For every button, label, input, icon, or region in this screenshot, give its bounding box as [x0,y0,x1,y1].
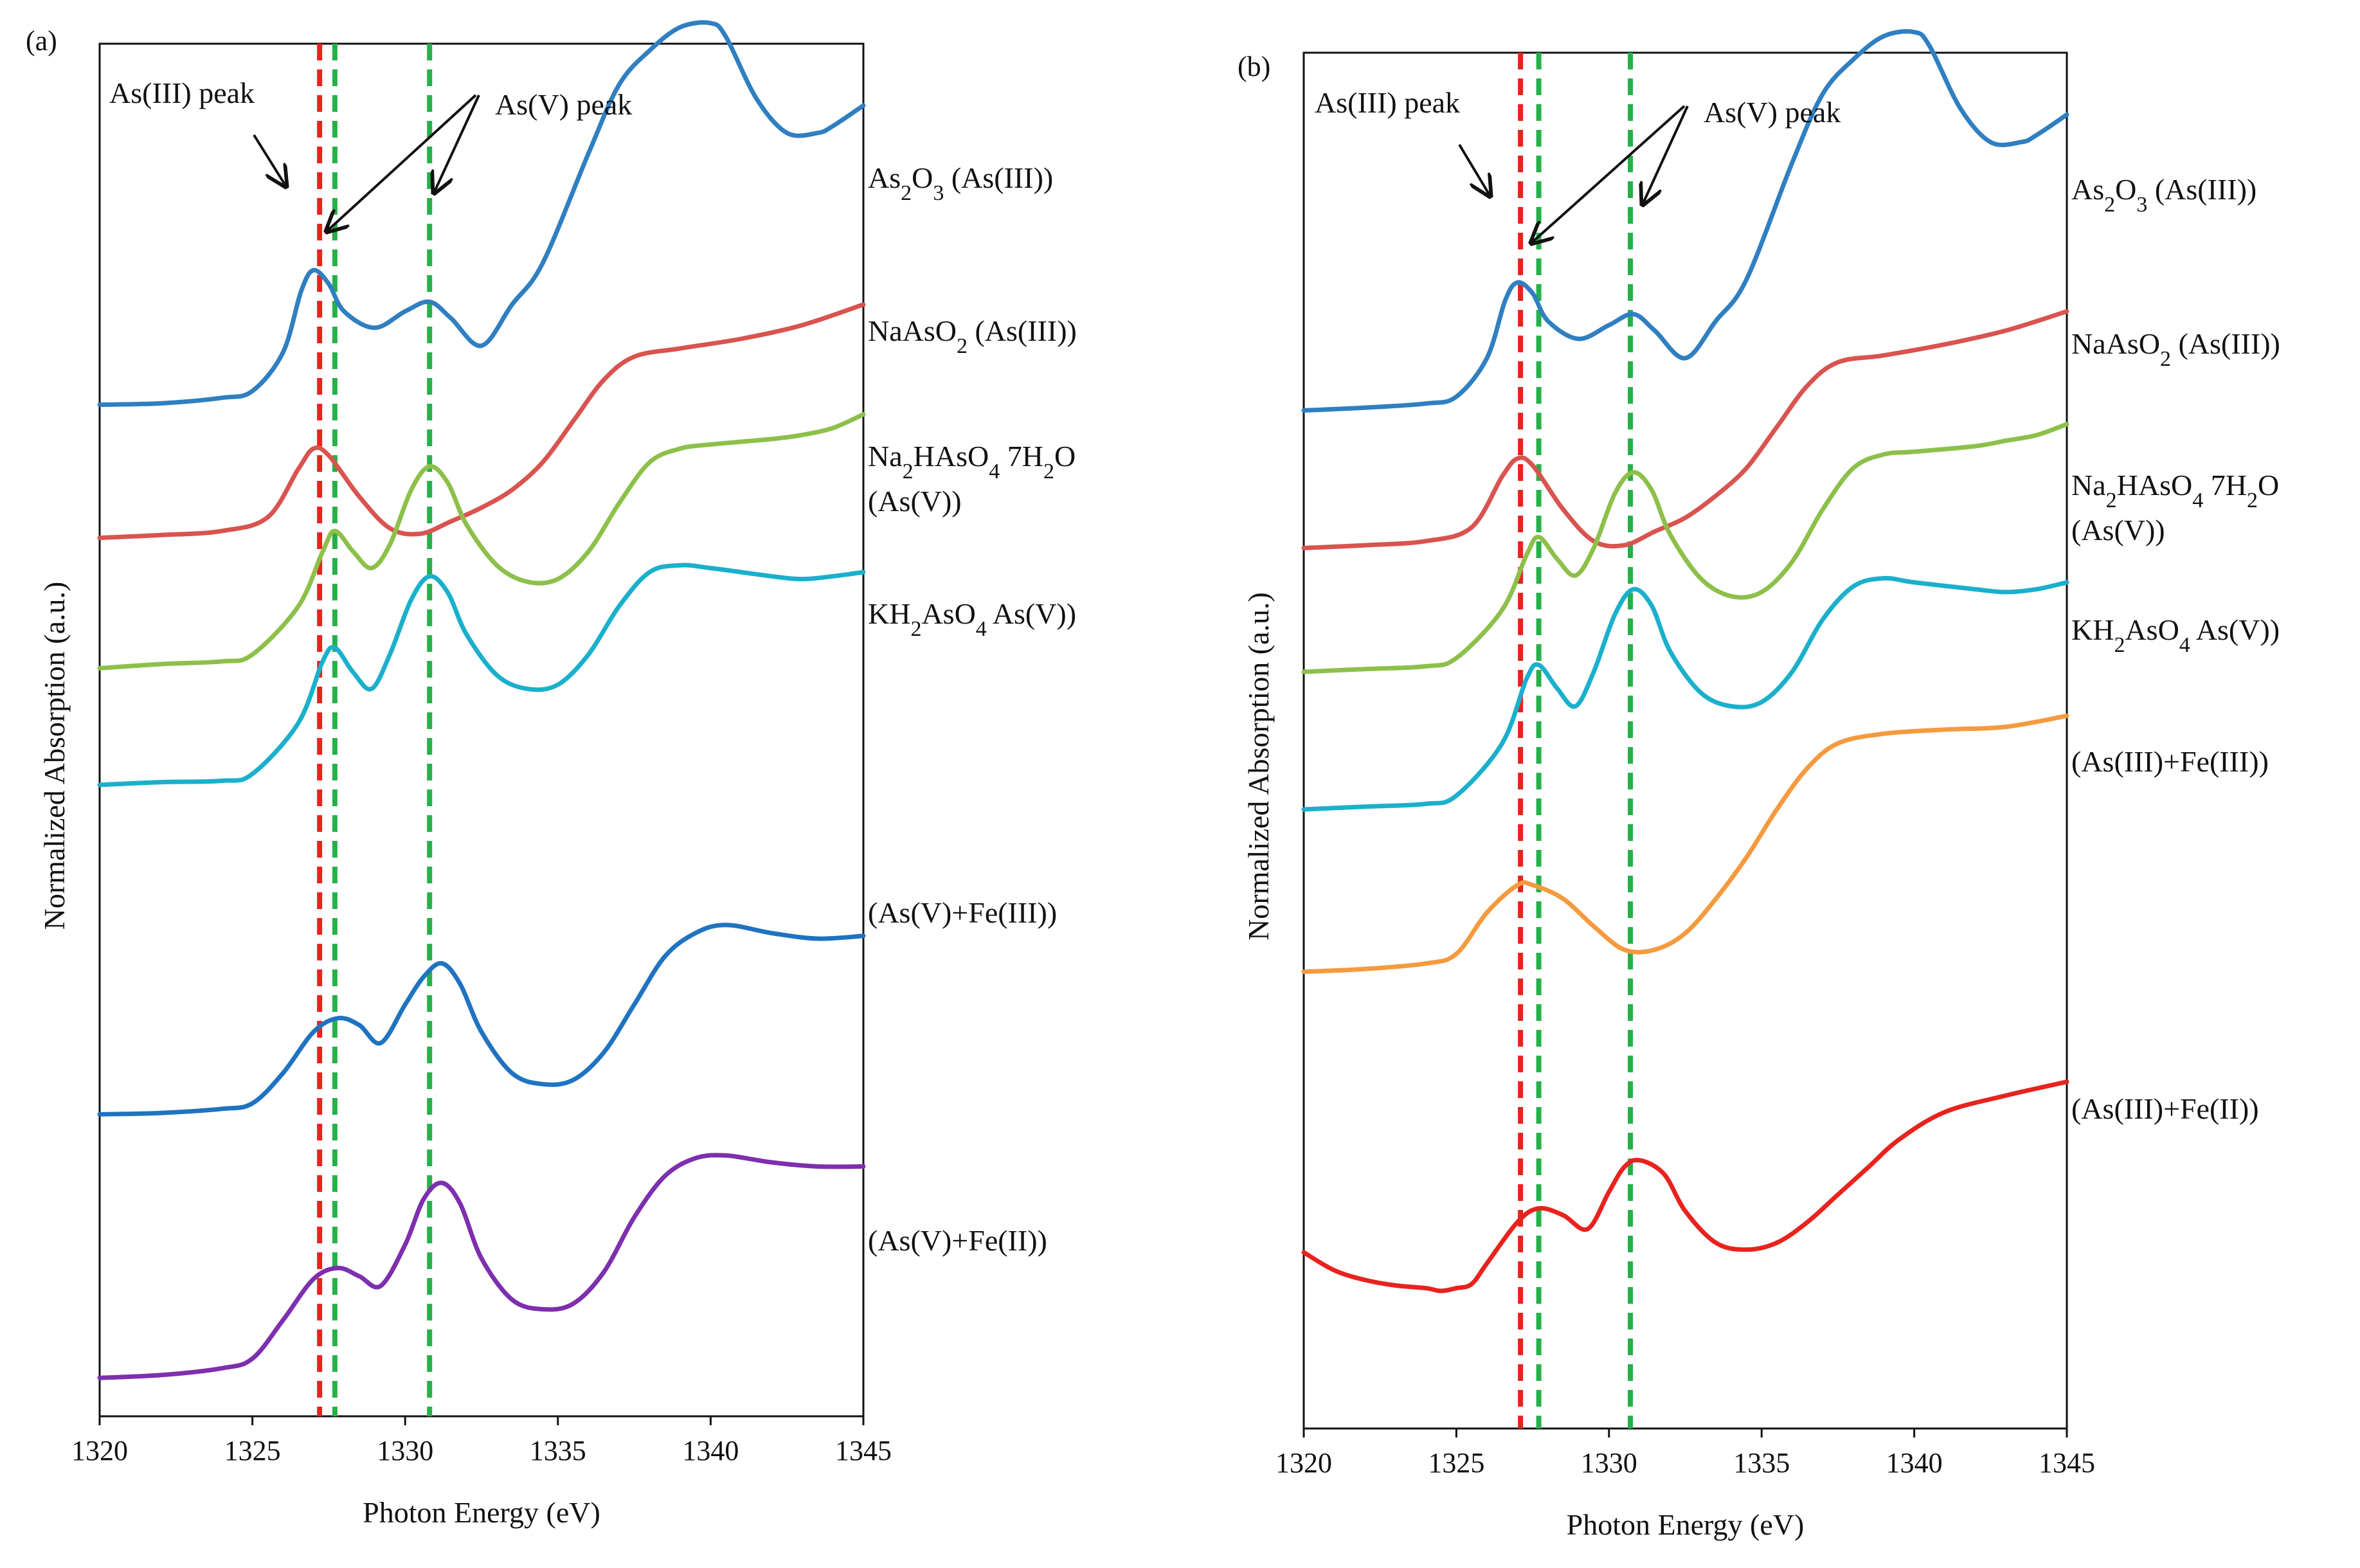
series-label-5: (As(III)+Fe(III)) [2071,745,2269,778]
x-tick-label: 1330 [377,1435,433,1466]
x-tick-label: 1320 [71,1435,128,1466]
series-line-2 [1301,309,2069,550]
y-axis-title: Normalized Absorption (a.u.) [1242,592,1275,941]
series-label-6: (As(V)+Fe(II)) [868,1224,1047,1257]
series-line-3 [97,412,866,671]
series-label-4: KH2AsO4 As(V)) [868,597,1076,641]
annotation-arrow [1643,105,1689,204]
series-line-1 [97,20,866,407]
series-line-5 [1301,714,2069,974]
x-tick-label: 1325 [224,1435,281,1466]
panel-label: (a) [26,25,57,57]
series-label-5: (As(V)+Fe(III)) [868,896,1057,929]
chart-panels: (a) 1320 1325 1330 1335 1340 1345 Photon Energy… [26,20,2280,1541]
as3-peak-annotation: As(III) peak [109,77,255,109]
series-line-4 [97,563,866,788]
as5-peak-annotation: As(V) peak [495,88,632,121]
x-tick-label: 1340 [682,1435,739,1466]
series-line-1 [1301,29,2069,413]
panel-label: (b) [1238,51,1270,82]
plot-frame [1302,51,2068,1430]
series-label-2: NaAsO2 (As(III)) [2071,327,2280,371]
series-line-6 [1301,1079,2069,1293]
series-label-1: As2O3 (As(III)) [2071,173,2256,217]
x-tick-label: 1325 [1428,1447,1484,1479]
annotation-arrow [434,95,480,193]
series-label-1: As2O3 (As(III)) [868,161,1053,205]
series-label-3: Na2HAsO4 7H2O (As(V)) [2071,469,2279,546]
as3-peak-annotation: As(III) peak [1315,86,1460,119]
series-label-6: (As(III)+Fe(II)) [2071,1092,2259,1125]
series-line-5 [97,923,866,1117]
panel-b: (b) 1320 1325 1330 1335 1340 1345 Photon Energy… [1238,29,2280,1541]
x-axis-title: Photon Energy (eV) [363,1496,600,1529]
x-tick-label: 1320 [1275,1447,1332,1479]
annotation-arrow [253,134,286,186]
x-axis-title: Photon Energy (eV) [1567,1508,1805,1541]
annotation-arrow [327,94,477,231]
series-line-2 [97,302,866,541]
series-line-6 [97,1153,866,1380]
x-tick-label: 1345 [2039,1447,2095,1479]
plot-frame [98,42,865,1418]
x-tick-label: 1330 [1581,1447,1637,1479]
y-axis-title: Normalized Absorption (a.u.) [38,582,71,930]
series-line-4 [1301,575,2069,812]
annotation-arrow [1531,105,1686,243]
panel-a: (a) 1320 1325 1330 1335 1340 1345 Photon Energy… [26,20,1077,1529]
x-tick-label: 1340 [1886,1447,1943,1479]
as5-peak-annotation: As(V) peak [1704,96,1841,129]
series-label-4: KH2AsO4 As(V)) [2071,613,2280,657]
series-line-3 [1301,422,2069,674]
x-tick-label: 1335 [530,1435,586,1466]
series-label-2: NaAsO2 (As(III)) [868,314,1077,358]
x-tick-label: 1345 [835,1435,892,1466]
series-label-3: Na2HAsO4 7H2O (As(V)) [868,440,1076,518]
annotation-arrow [1458,143,1490,196]
x-tick-label: 1335 [1733,1447,1790,1479]
